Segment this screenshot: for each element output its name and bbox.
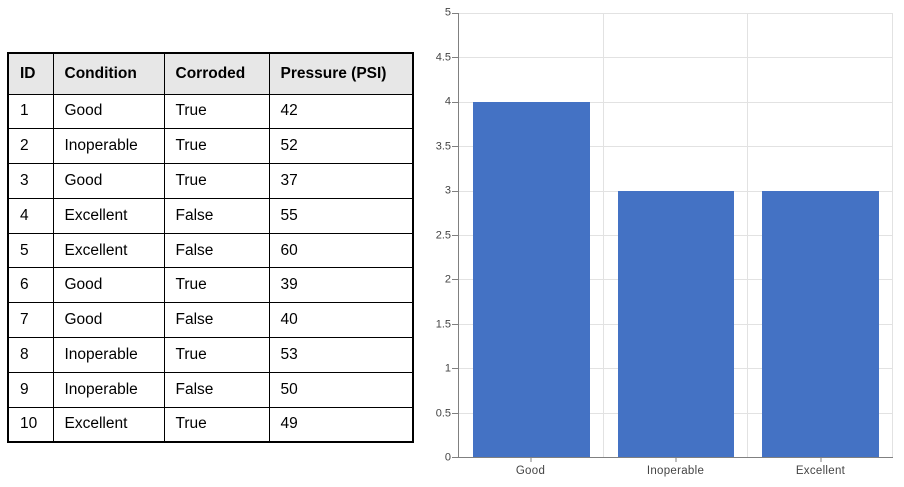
table-cell: 52 [268,128,414,165]
x-axis-tick [675,457,677,462]
table-cell: 6 [7,267,54,304]
table-cell: True [163,163,270,199]
y-axis-tick [452,146,459,148]
table-cell: Excellent [52,232,165,269]
table-cell: Excellent [52,406,165,443]
table-cell: True [163,337,270,373]
table-cell: Good [52,163,165,199]
table-row: 5 Excellent False 60 [7,232,414,269]
y-axis-tick [452,57,459,59]
y-axis-tick-label: 0.5 [435,407,451,419]
table-cell: Excellent [52,197,165,234]
y-axis-tick-label: 1.5 [435,318,451,330]
y-axis-tick [452,457,459,458]
bar-excellent [762,190,879,457]
y-axis-tick [452,323,459,325]
table-cell: 37 [268,163,414,199]
h-gridline [459,13,893,14]
y-axis-tick [452,368,459,370]
y-axis-tick-label: 3 [444,184,451,197]
y-axis-tick-label: 1 [444,362,451,375]
pipe-data-table: ID Condition Corroded Pressure (PSI) 1 Go… [7,52,414,443]
h-gridline [459,146,893,148]
table-row: 9 Inoperable False 50 [7,371,414,408]
table-cell: 2 [7,128,54,165]
table-cell: Inoperable [52,337,165,373]
x-axis-labels: Good Inoperable Excellent [458,465,893,481]
bar-slot [604,13,749,457]
y-axis-tick [452,101,459,103]
table-cell: 7 [7,302,54,339]
v-gridline [747,13,749,457]
x-axis-tick [530,457,532,462]
col-header-pressure: Pressure (PSI) [268,52,414,95]
table-cell: 53 [268,337,414,373]
table-header-row: ID Condition Corroded Pressure (PSI) [7,52,414,95]
v-gridline [892,13,893,457]
table-cell: True [163,267,270,304]
y-axis-tick-label: 3.5 [435,140,451,152]
x-axis-category-label: Good [515,465,546,477]
bar-inoperable [617,190,735,457]
y-axis-tick-label: 0 [444,451,451,464]
bar-good [473,101,590,457]
h-gridline [459,101,893,103]
table-cell: Good [52,93,165,130]
y-axis-tick-label: 4.5 [435,51,451,63]
table-cell: 4 [7,197,54,234]
table-body: 1 Good True 42 2 Inoperable True 52 3 Good True 37 4… [7,93,414,443]
x-axis-tick [820,457,822,462]
table-cell: 40 [268,302,414,339]
y-axis-tick-label: 5 [444,6,451,19]
table-cell: True [163,93,270,130]
table-row: 6 Good True 39 [7,267,414,304]
y-axis-tick [452,13,459,14]
table-cell: 3 [7,163,54,199]
table-cell: Good [52,302,165,339]
y-axis-labels: 0 0.5 1 1.5 2 2.5 3 3.5 4 4.5 5 [0,7,451,463]
v-gridline [602,13,604,457]
bar-slot [459,13,604,457]
y-axis-tick-label: 2.5 [435,229,451,241]
table-cell: 60 [268,232,414,269]
table-cell: 39 [268,267,414,304]
y-axis-tick [452,412,459,414]
table-cell: False [163,302,270,339]
table-cell: True [163,406,270,443]
table-row: 8 Inoperable True 53 [7,337,414,373]
y-axis-tick [452,235,459,236]
table-cell: 49 [268,406,414,443]
condition-bar-chart [452,13,893,462]
table-cell: 42 [268,93,414,130]
table-row: 3 Good True 37 [7,163,414,199]
h-gridline [459,57,893,59]
bar-slot [748,13,893,457]
y-axis-tick-label: 2 [444,273,451,286]
table-cell: False [163,371,270,408]
table-row: 7 Good False 40 [7,302,414,339]
table-cell: 8 [7,337,54,373]
table-cell: Good [52,267,165,304]
x-axis-category-label: Inoperable [646,465,705,477]
col-header-id: ID [7,52,54,95]
table-cell: 5 [7,232,54,269]
y-axis-tick-label: 4 [444,95,451,108]
x-axis-category-label: Excellent [795,465,846,477]
table-cell: False [163,232,270,269]
table-cell: True [163,128,270,165]
y-axis-tick [452,190,459,192]
y-axis-tick [452,279,459,281]
table-row: 10 Excellent True 49 [7,406,414,443]
table-cell: Inoperable [52,371,165,408]
table-cell: 50 [268,371,414,408]
table-row: 1 Good True 42 [7,93,414,130]
